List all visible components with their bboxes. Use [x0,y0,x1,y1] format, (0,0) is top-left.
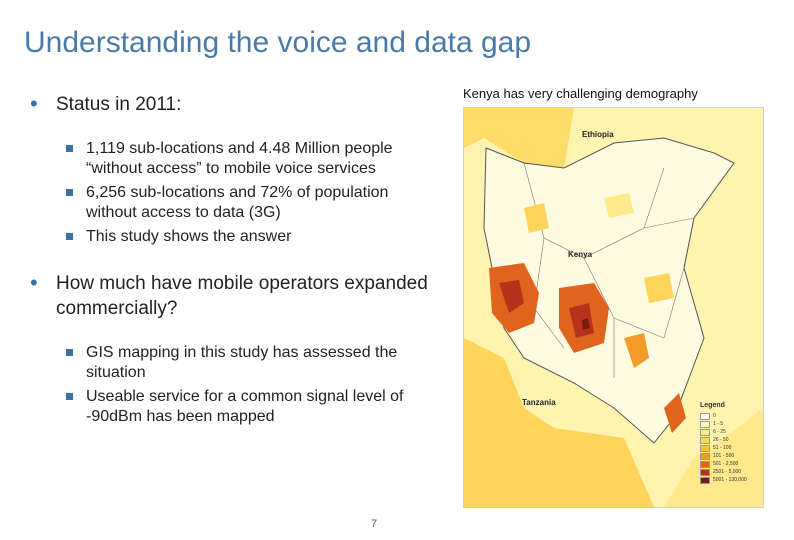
sub-bullet: 6,256 sub-locations and 72% of populatio… [30,183,440,223]
map-label-tanzania: Tanzania [522,398,556,407]
legend-label: 101 - 500 [713,453,735,459]
legend-swatch [700,444,710,452]
legend-item: 1 - 5 [700,420,758,428]
square-bullet-icon [66,145,73,152]
legend-label: 1 - 5 [713,421,724,427]
legend-item: 51 - 100 [700,444,758,452]
legend-swatch [700,420,710,428]
sub-bullet: Useable service for a common signal leve… [30,387,440,427]
sub-bullet: GIS mapping in this study has assessed t… [30,343,440,383]
legend-item: 501 - 2,500 [700,460,758,468]
square-bullet-icon [66,393,73,400]
legend-label: 2501 - 5,000 [713,469,742,475]
legend-swatch [700,476,710,484]
square-bullet-icon [66,349,73,356]
bullet-operators: • How much have mobile operators expande… [30,270,440,321]
sub-bullet-text: Useable service for a common signal leve… [86,388,404,425]
map-graphic [464,108,763,507]
sub-bullet-text: 1,119 sub-locations and 4.48 Million peo… [86,140,393,177]
bullet-text: How much have mobile operators expanded … [56,273,428,319]
legend-item: 6 - 25 [700,428,758,436]
legend-title: Legend [700,402,725,409]
square-bullet-icon [66,189,73,196]
legend-label: 0 [713,413,716,419]
bullet-text: Status in 2011: [56,94,182,115]
sub-bullet: This study shows the answer [30,227,440,247]
legend-item: 5001 - 130,000 [700,476,758,484]
legend-label: 501 - 2,500 [713,461,739,467]
sub-bullet-text: This study shows the answer [86,228,292,245]
bullet-dot-icon: • [30,91,38,116]
slide-title: Understanding the voice and data gap [24,26,532,59]
legend-label: 51 - 100 [713,445,732,451]
legend-item: 26 - 50 [700,436,758,444]
legend-swatch [700,452,710,460]
bullet-status: • Status in 2011: [30,91,440,117]
legend-swatch [700,460,710,468]
legend-label: 5001 - 130,000 [713,477,747,483]
sub-bullet-text: 6,256 sub-locations and 72% of populatio… [86,184,389,221]
legend-label: 26 - 50 [713,437,729,443]
legend-swatch [700,436,710,444]
legend-swatch [700,468,710,476]
page-number: 7 [371,518,378,530]
legend-label: 6 - 25 [713,429,726,435]
map-caption: Kenya has very challenging demography [463,86,698,101]
population-density-map: Ethiopia Kenya Tanzania Legend 0 1 - 5 6 -… [463,107,764,508]
map-label-kenya: Kenya [568,250,593,259]
legend-item: 0 [700,412,758,420]
bullet-list: • Status in 2011: 1,119 sub-locations an… [30,91,440,427]
legend-item: 101 - 500 [700,452,758,460]
sub-bullet-text: GIS mapping in this study has assessed t… [86,344,398,381]
legend-swatch [700,412,710,420]
legend-item: 2501 - 5,000 [700,468,758,476]
map-label-ethiopia: Ethiopia [582,130,614,139]
sub-bullet: 1,119 sub-locations and 4.48 Million peo… [30,139,440,179]
legend-swatch [700,428,710,436]
bullet-dot-icon: • [30,270,38,295]
map-legend: Legend 0 1 - 5 6 - 25 26 - 50 51 - 100 101 - … [700,402,758,484]
square-bullet-icon [66,233,73,240]
